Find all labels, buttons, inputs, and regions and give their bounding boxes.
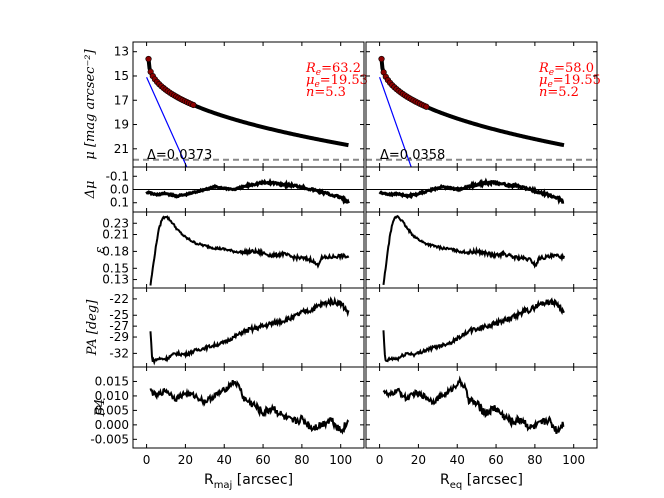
y-tick-label: 0.005 — [95, 403, 129, 417]
y-axis-label-mu: μ [mag arcsec⁻²] — [83, 48, 98, 159]
y-tick-label: 0.18 — [102, 244, 129, 258]
y-tick-label: 0.21 — [102, 228, 129, 242]
plot-area — [382, 375, 565, 435]
y-tick-label: 0.15 — [102, 261, 129, 275]
ellipticity-series — [149, 215, 350, 286]
panel-delta-mu-col1: -0.10.00.1 — [106, 166, 365, 213]
plot-area — [366, 177, 597, 205]
axes-frame — [365, 211, 598, 289]
y-tick-label: 0.000 — [95, 418, 129, 432]
plot-area — [133, 177, 364, 205]
y-tick-label: -25 — [109, 308, 129, 322]
plot-area — [133, 55, 364, 167]
x-tick-label: 60 — [488, 453, 503, 467]
y-tick-label: 0.13 — [102, 273, 129, 287]
y-tick-label: 19 — [114, 118, 129, 132]
panel-ellipticity-col1: 0.230.21 0.18 0.150.13 — [102, 211, 365, 289]
annotation-re: Re=63.2 — [305, 61, 361, 78]
plot-area — [382, 297, 565, 363]
profile-marker — [190, 101, 197, 109]
annotation-n: n=5.2 — [539, 85, 579, 100]
x-tick-label: 80 — [294, 453, 309, 467]
panel-ellipticity-col2 — [365, 211, 598, 289]
y-tick-label: -27 — [109, 319, 129, 333]
surface-brightness-profile — [379, 58, 565, 148]
plot-area — [366, 55, 597, 167]
panel-pa-col2 — [365, 287, 598, 368]
annotation-re: Re=58.0 — [538, 61, 594, 78]
annotation-mue: μe=19.53 — [306, 73, 368, 90]
x-tick-label: 0 — [143, 453, 151, 467]
y-tick-label: -32 — [109, 346, 129, 360]
x-axis-label-col1: Rmaj [arcsec] — [204, 472, 293, 491]
x-tick-label: 20 — [178, 453, 193, 467]
y-axis-label-pa: PA [deg] — [85, 299, 100, 356]
x-tick-label: 80 — [527, 453, 542, 467]
plot-area — [382, 214, 565, 285]
annotation-n: n=5.3 — [306, 85, 346, 100]
x-tick-label: 40 — [217, 453, 232, 467]
y-tick-label: 13 — [114, 45, 129, 59]
pa-series — [149, 296, 350, 366]
panel-delta-mu-col2 — [365, 166, 598, 213]
y-tick-label: 0.010 — [95, 389, 129, 403]
y-tick-label: 0.015 — [95, 374, 129, 388]
y-tick-label: 0.0 — [110, 183, 129, 197]
x-tick-label: 60 — [255, 453, 270, 467]
x-tick-label: 100 — [329, 453, 352, 467]
panel-pa-col1: -22 -25-27-29 -32 — [109, 287, 365, 368]
y-tick-label: -0.005 — [90, 432, 129, 446]
x-tick-label: 40 — [450, 453, 465, 467]
profile-marker — [145, 55, 152, 63]
y-axis-label-ellipticity: ε — [93, 246, 108, 253]
b4-series — [149, 379, 350, 435]
y-axis-label-delta-mu: Δμ — [83, 181, 98, 200]
delta-value: Δ=0.0373 — [147, 148, 212, 163]
plot-area — [149, 379, 350, 435]
exponential-fit-line — [146, 76, 188, 167]
profile-marker — [423, 103, 430, 110]
y-tick-label: -29 — [109, 330, 129, 344]
annotation-mue: μe=19.55 — [539, 73, 601, 90]
x-tick-label: 100 — [562, 453, 585, 467]
plot-area — [149, 296, 350, 366]
axes-frame — [365, 366, 598, 449]
delta-value: Δ=0.0358 — [380, 148, 445, 163]
y-tick-label: 0.1 — [110, 196, 129, 210]
pa-series — [382, 297, 565, 363]
y-tick-label: 21 — [114, 142, 129, 156]
profile-marker — [378, 55, 385, 63]
ellipticity-series — [382, 214, 565, 285]
b4-series — [382, 375, 565, 435]
delta-mu-series — [378, 177, 565, 205]
x-axis-label-col2: Req [arcsec] — [440, 472, 523, 491]
x-tick-label: 20 — [411, 453, 426, 467]
y-tick-label: 15 — [114, 69, 129, 83]
panel-b4-col2: 0 20 40 60 80 100 — [365, 366, 598, 467]
y-tick-label: 0.23 — [102, 216, 129, 230]
y-tick-label: 17 — [114, 93, 129, 107]
y-tick-label: -22 — [109, 292, 129, 306]
axes-frame — [132, 366, 365, 449]
panel-mu-col1: Re=63.2μe=19.53n=5.3 Δ=0.0373 13 15 17 19 21 — [114, 41, 368, 168]
delta-mu-series — [145, 177, 350, 205]
exponential-fit-line — [379, 76, 412, 167]
x-tick-label: 0 — [376, 453, 384, 467]
y-tick-label: -0.1 — [106, 169, 129, 183]
plot-area — [149, 215, 350, 286]
y-axis-label-b4: B4 — [93, 399, 108, 418]
panel-mu-col2: Re=58.0μe=19.55n=5.2 Δ=0.0358 — [365, 41, 601, 168]
